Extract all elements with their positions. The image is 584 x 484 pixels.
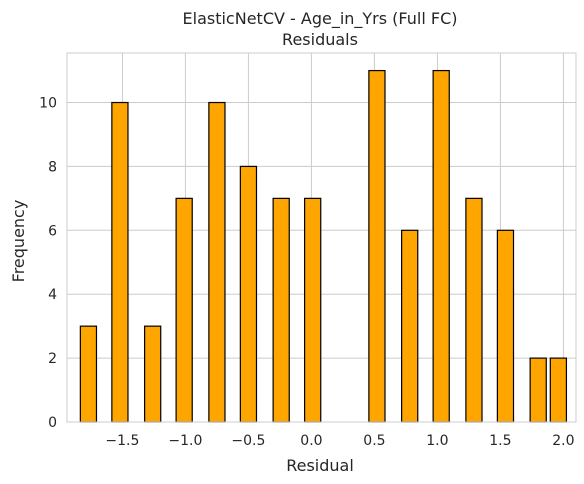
histogram-bar — [208, 101, 226, 423]
tick-labels: −1.5 −1.0 −0.5 0.0 0.5 1.0 1.5 2.0 0 2 4 6 8 10 — [39, 96, 574, 449]
histogram-bar — [401, 229, 419, 423]
histogram-bar — [79, 325, 98, 423]
histogram-bar — [304, 197, 322, 423]
histogram-bar — [465, 197, 483, 423]
histogram-bar — [272, 197, 290, 423]
x-tick-label: 0.5 — [363, 433, 385, 449]
x-tick-label: −1.0 — [168, 433, 202, 449]
plot-frame — [66, 52, 577, 423]
chart-subtitle: Residuals — [282, 30, 358, 49]
histogram-bar — [529, 357, 547, 423]
histogram-bar — [144, 325, 162, 423]
x-tick-label: 1.0 — [426, 433, 448, 449]
histogram-bar — [496, 229, 515, 423]
y-tick-label: 4 — [48, 287, 57, 303]
x-tick-label: 2.0 — [552, 433, 574, 449]
x-axis-label: Residual — [286, 456, 354, 475]
chart-title: ElasticNetCV - Age_in_Yrs (Full FC) — [183, 9, 458, 29]
histogram-bar — [111, 101, 129, 423]
histogram-bar — [239, 165, 258, 423]
x-tick-label: 1.5 — [489, 433, 511, 449]
y-tick-label: 6 — [48, 223, 57, 239]
y-tick-label: 2 — [48, 351, 57, 367]
bars — [79, 69, 568, 423]
histogram-bar — [432, 69, 450, 423]
y-tick-label: 10 — [39, 96, 57, 112]
x-tick-label: 0.0 — [300, 433, 322, 449]
y-tick-label: 0 — [48, 415, 57, 431]
y-tick-label: 8 — [48, 159, 57, 175]
histogram-bar — [368, 69, 386, 423]
histogram-bar — [549, 357, 568, 423]
y-axis-label: Frequency — [9, 200, 28, 283]
histogram-bar — [175, 197, 193, 423]
x-tick-label: −1.5 — [105, 433, 139, 449]
x-tick-label: −0.5 — [231, 433, 265, 449]
